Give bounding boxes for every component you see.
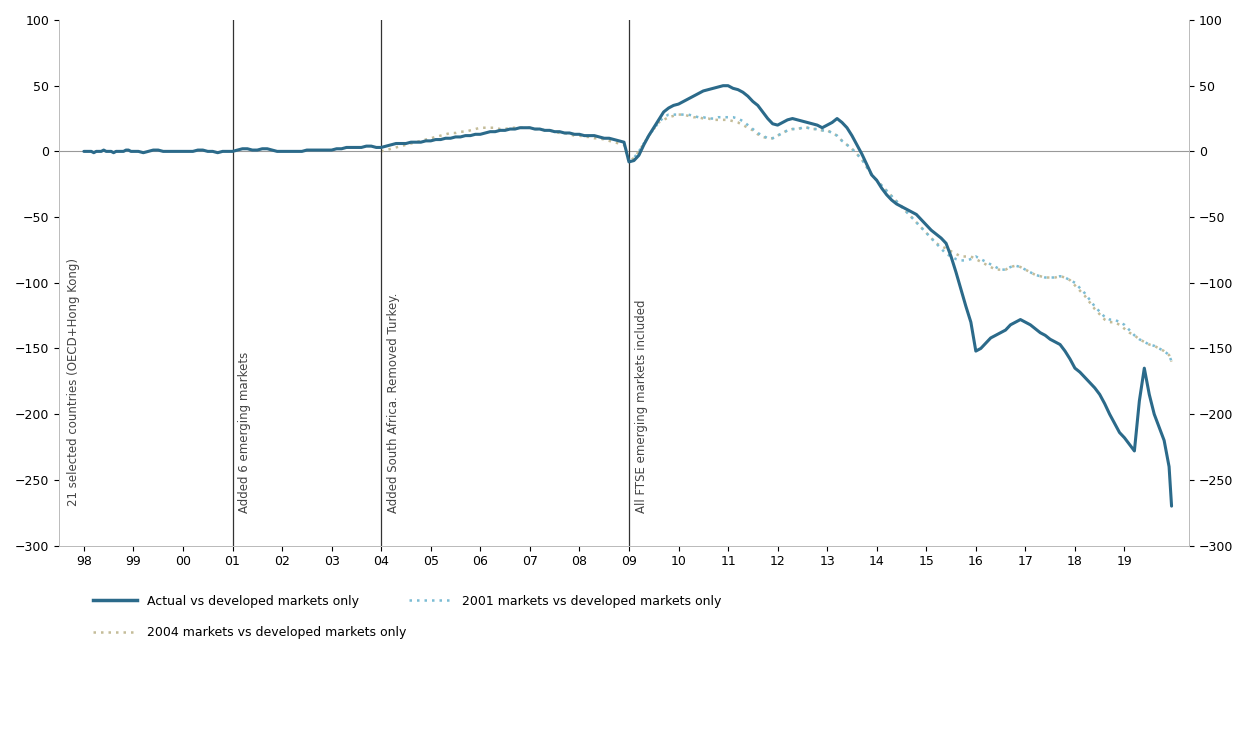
Legend: 2004 markets vs developed markets only: 2004 markets vs developed markets only [87,621,411,644]
Text: 21 selected countries (OECD+Hong Kong): 21 selected countries (OECD+Hong Kong) [66,258,80,506]
Text: All FTSE emerging markets included: All FTSE emerging markets included [635,299,648,513]
Text: Added South Africa. Removed Turkey.: Added South Africa. Removed Turkey. [387,292,401,513]
Text: Added 6 emerging markets: Added 6 emerging markets [238,351,252,513]
